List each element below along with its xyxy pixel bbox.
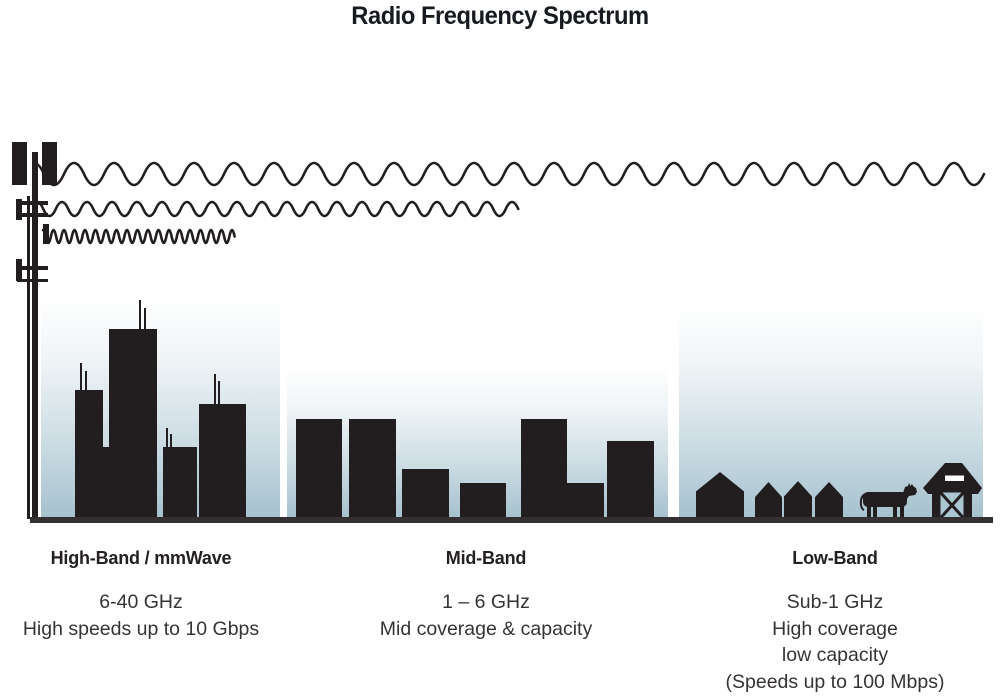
small-antenna bbox=[42, 224, 49, 244]
building bbox=[349, 419, 396, 519]
rooftop-antenna bbox=[170, 434, 172, 448]
low-band-frequency: Sub-1 GHz bbox=[786, 591, 884, 613]
cow-icon bbox=[859, 483, 917, 519]
building bbox=[607, 441, 654, 519]
rooftop-antenna bbox=[143, 308, 146, 330]
building bbox=[402, 469, 449, 519]
building bbox=[566, 483, 604, 519]
antenna-panel bbox=[41, 142, 57, 185]
high-band-heading: High-Band / mmWave bbox=[50, 548, 232, 568]
building bbox=[459, 483, 506, 519]
building bbox=[109, 329, 157, 519]
high-band-frequency: 6-40 GHz bbox=[99, 591, 183, 613]
tower-crossbar bbox=[16, 278, 48, 283]
building bbox=[75, 390, 103, 519]
tower-pole bbox=[32, 152, 38, 519]
ground-baseline bbox=[30, 517, 993, 523]
rooftop-antenna bbox=[84, 371, 87, 391]
rooftop-antenna bbox=[218, 381, 220, 405]
rooftop-antenna bbox=[213, 374, 216, 405]
mid-band-heading: Mid-Band bbox=[445, 548, 527, 568]
low-band-description: low capacity bbox=[781, 644, 889, 666]
building bbox=[520, 419, 567, 519]
building bbox=[198, 404, 246, 519]
rooftop-antenna bbox=[79, 363, 82, 391]
barn-icon bbox=[923, 463, 982, 520]
tower-crossbar bbox=[16, 213, 48, 217]
tower-pole-secondary-line bbox=[27, 196, 30, 519]
rooftop-antenna bbox=[138, 300, 141, 330]
low-band-label: Low-Band Sub-1 GHz High coverage low cap… bbox=[710, 548, 960, 695]
antenna-panel bbox=[11, 142, 27, 185]
building bbox=[296, 419, 342, 519]
page-title: Radio Frequency Spectrum bbox=[351, 2, 649, 30]
low-band-heading: Low-Band bbox=[792, 548, 878, 568]
rooftop-antenna bbox=[165, 428, 168, 448]
mid-band-description: Mid coverage & capacity bbox=[379, 617, 593, 640]
small-antenna bbox=[16, 199, 22, 220]
long-wavelength-wave-icon bbox=[32, 161, 986, 187]
medium-wavelength-wave-icon bbox=[35, 200, 520, 218]
low-band-description: High coverage bbox=[772, 617, 898, 640]
low-band-description: (Speeds up to 100 Mbps) bbox=[725, 670, 945, 693]
high-band-description: High speeds up to 10 Gbps bbox=[22, 617, 260, 640]
high-band-label: High-Band / mmWave 6-40 GHz High speeds … bbox=[16, 548, 266, 642]
mid-band-frequency: 1 – 6 GHz bbox=[442, 591, 530, 613]
small-antenna bbox=[16, 259, 22, 281]
tower-crossbar bbox=[16, 201, 48, 205]
short-wavelength-wave-icon bbox=[41, 228, 236, 245]
building bbox=[163, 447, 197, 519]
mid-band-label: Mid-Band 1 – 6 GHz Mid coverage & capaci… bbox=[361, 548, 611, 642]
tower-crossbar bbox=[16, 266, 48, 270]
